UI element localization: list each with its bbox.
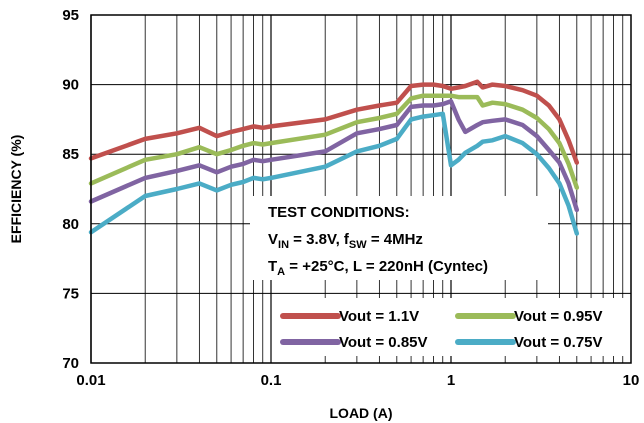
test-conditions-box: TEST CONDITIONS: VIN = 3.8V, fSW = 4MHz … <box>250 196 548 280</box>
tick-labels: 0.01 0.1 1 10 70 75 80 85 90 95 <box>62 7 639 389</box>
x-axis-label: LOAD (A) <box>330 405 393 421</box>
x-tick-label: 1 <box>447 372 455 389</box>
legend-label: Vout = 0.85V <box>339 334 428 351</box>
ta-subscript: A <box>277 266 285 278</box>
vin-value: = 3.8V, f <box>289 231 350 248</box>
vin-subscript: IN <box>278 239 289 251</box>
legend: Vout = 1.1V Vout = 0.95V Vout = 0.85V Vout … <box>272 298 630 356</box>
x-tick-label: 10 <box>623 372 640 389</box>
series-line <box>88 93 580 190</box>
legend-label: Vout = 0.75V <box>514 334 603 351</box>
ta-value: = +25°C, L = 220nH (Cyntec) <box>285 258 488 275</box>
legend-background <box>272 298 630 356</box>
y-tick-label: 80 <box>62 216 79 233</box>
x-tick-label: 0.01 <box>76 372 105 389</box>
vin-symbol: V <box>268 231 278 248</box>
series-line <box>88 111 580 236</box>
legend-label: Vout = 0.95V <box>514 308 603 325</box>
y-tick-label: 75 <box>62 285 79 302</box>
y-tick-label: 85 <box>62 146 79 163</box>
legend-label: Vout = 1.1V <box>339 308 419 325</box>
y-tick-label: 70 <box>62 355 79 372</box>
fsw-value: = 4MHz <box>367 231 423 248</box>
test-conditions-background <box>250 196 548 280</box>
y-axis-label: EFFICIENCY (%) <box>8 135 24 244</box>
fsw-subscript: SW <box>349 239 367 251</box>
test-conditions-line-2: TA = +25°C, L = 220nH (Cyntec) <box>268 258 488 278</box>
y-tick-label: 90 <box>62 77 79 94</box>
series-lines <box>88 79 580 236</box>
series-line <box>88 79 580 165</box>
y-tick-label: 95 <box>62 7 79 24</box>
plot-border <box>90 14 632 364</box>
series-line <box>88 99 580 213</box>
ta-symbol: T <box>268 258 277 275</box>
x-tick-label: 0.1 <box>261 372 282 389</box>
test-conditions-line-1: VIN = 3.8V, fSW = 4MHz <box>268 231 423 251</box>
test-conditions-title: TEST CONDITIONS: <box>268 204 410 221</box>
